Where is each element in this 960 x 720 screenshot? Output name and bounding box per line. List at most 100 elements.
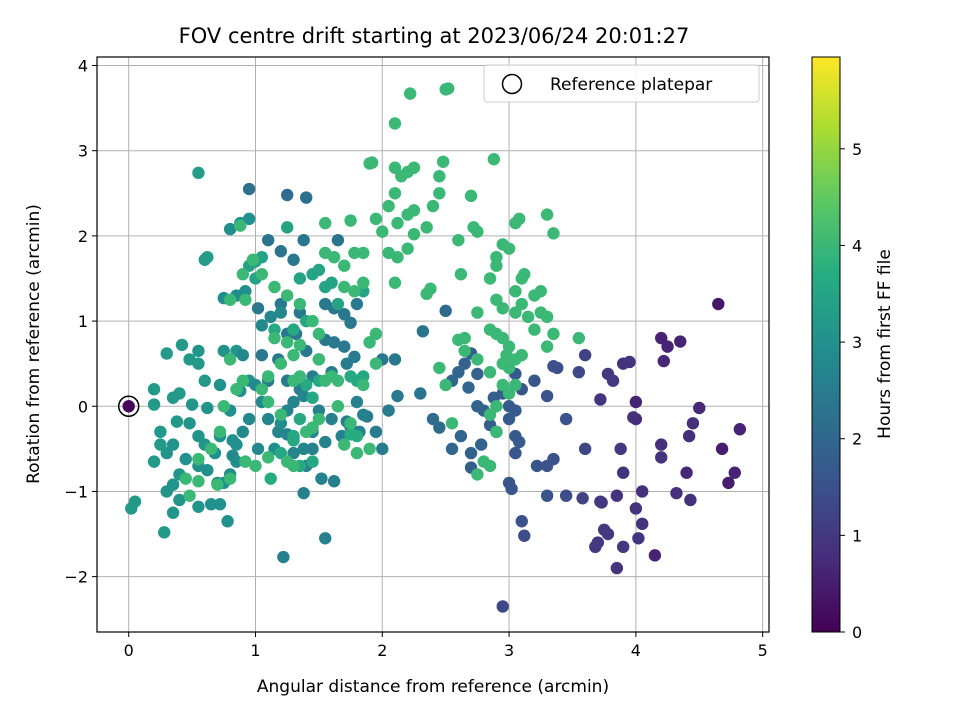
data-point-112 xyxy=(344,316,357,329)
data-point-25 xyxy=(632,532,645,545)
data-point-313 xyxy=(280,336,294,349)
data-point-133 xyxy=(319,435,332,449)
data-point-15 xyxy=(715,442,729,456)
data-point-358 xyxy=(509,353,522,366)
data-point-381 xyxy=(436,155,450,168)
x-axis-ticks: 0 1 2 3 4 5 xyxy=(124,632,768,660)
data-point-101 xyxy=(274,245,288,258)
data-point-184 xyxy=(201,401,214,415)
data-point-113 xyxy=(350,297,364,311)
data-point-214 xyxy=(255,319,269,332)
data-point-371 xyxy=(382,246,395,260)
data-point-319 xyxy=(350,446,364,460)
data-point-9 xyxy=(693,401,706,415)
data-point-380 xyxy=(433,170,446,183)
data-point-42 xyxy=(515,515,528,528)
data-point-72 xyxy=(471,400,484,413)
data-point-395 xyxy=(487,153,501,166)
data-point-178 xyxy=(170,415,184,428)
data-point-3 xyxy=(661,340,674,353)
data-point-55 xyxy=(578,348,592,362)
data-point-315 xyxy=(319,374,332,387)
data-point-400 xyxy=(513,212,526,226)
data-point-88 xyxy=(416,325,430,338)
data-point-137 xyxy=(327,475,341,488)
data-point-31 xyxy=(589,540,602,554)
data-point-266 xyxy=(369,327,383,341)
data-point-114 xyxy=(338,340,351,353)
data-point-269 xyxy=(357,378,370,392)
data-point-102 xyxy=(261,233,275,247)
data-point-139 xyxy=(319,532,332,545)
data-point-245 xyxy=(300,378,313,392)
data-point-75 xyxy=(474,438,488,451)
data-point-108 xyxy=(293,306,307,319)
data-point-6 xyxy=(629,395,643,409)
data-point-326 xyxy=(452,233,465,247)
data-point-353 xyxy=(528,323,541,336)
colorbar-tick-label-2: 2 xyxy=(852,430,862,449)
data-point-338 xyxy=(483,365,497,379)
data-point-95 xyxy=(391,389,404,403)
data-point-174 xyxy=(125,502,138,515)
data-point-46 xyxy=(614,442,627,456)
data-point-103 xyxy=(297,233,310,247)
data-point-283 xyxy=(236,268,250,281)
data-point-236 xyxy=(331,297,345,311)
data-point-317 xyxy=(344,417,357,430)
data-point-341 xyxy=(452,333,465,347)
data-point-89 xyxy=(388,353,402,366)
data-point-356 xyxy=(540,310,554,324)
data-point-295 xyxy=(183,489,196,502)
data-point-278 xyxy=(280,289,294,302)
data-point-208 xyxy=(221,515,234,528)
data-point-307 xyxy=(261,395,275,409)
data-point-342 xyxy=(490,293,503,306)
data-point-100 xyxy=(242,182,256,196)
data-point-41 xyxy=(505,482,518,496)
data-point-68 xyxy=(509,446,522,460)
data-point-1 xyxy=(712,297,725,311)
data-point-145 xyxy=(350,395,364,409)
data-point-180 xyxy=(192,429,205,443)
data-point-382 xyxy=(388,187,402,200)
data-point-215 xyxy=(264,310,277,324)
data-point-2 xyxy=(655,331,668,345)
data-point-122 xyxy=(255,348,269,362)
data-point-362 xyxy=(483,408,497,421)
data-point-179 xyxy=(183,417,196,430)
data-point-193 xyxy=(192,357,205,370)
data-point-93 xyxy=(369,425,383,439)
data-point-207 xyxy=(213,498,227,511)
data-point-187 xyxy=(166,391,180,404)
data-point-388 xyxy=(426,199,440,213)
data-point-279 xyxy=(268,280,281,294)
data-point-157 xyxy=(251,442,265,456)
colorbar-tick-label-1: 1 xyxy=(852,526,862,545)
data-point-297 xyxy=(223,472,237,485)
data-point-195 xyxy=(192,344,205,358)
data-point-176 xyxy=(154,438,167,451)
plot-background xyxy=(97,57,769,632)
data-point-205 xyxy=(204,498,218,511)
data-point-38 xyxy=(530,459,544,473)
data-point-318 xyxy=(338,438,351,451)
data-point-189 xyxy=(147,398,161,411)
data-point-316 xyxy=(331,400,345,413)
data-point-230 xyxy=(280,221,294,234)
data-point-398 xyxy=(490,250,503,264)
data-point-389 xyxy=(433,187,446,200)
data-point-152 xyxy=(287,395,300,409)
x-tick-label-2: 2 xyxy=(377,641,387,660)
data-point-233 xyxy=(312,263,326,277)
data-point-34 xyxy=(576,492,589,505)
data-point-58 xyxy=(547,360,560,373)
data-point-256 xyxy=(319,216,332,230)
data-point-293 xyxy=(179,472,192,485)
data-point-304 xyxy=(306,421,319,434)
data-point-349 xyxy=(509,306,522,319)
data-point-350 xyxy=(515,297,528,311)
data-point-43 xyxy=(518,529,531,542)
data-point-219 xyxy=(239,285,252,298)
data-point-105 xyxy=(287,253,300,266)
